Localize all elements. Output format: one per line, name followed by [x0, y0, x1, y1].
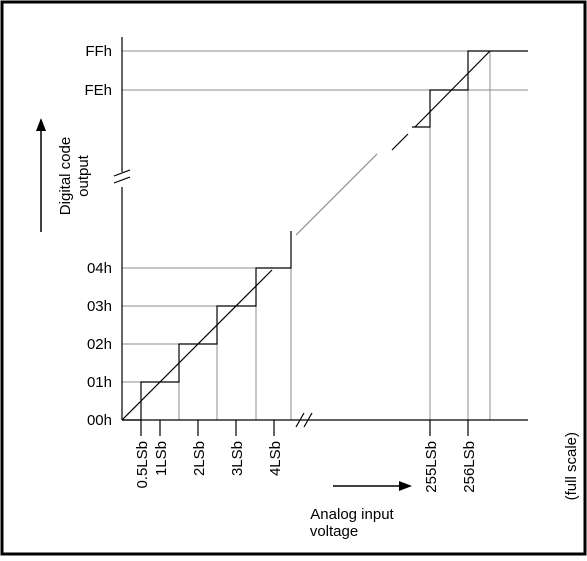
- y-axis-break-mark-2: [113, 176, 131, 184]
- staircase-upper: [412, 50, 528, 128]
- x-tick-label-1lsb: 1LSb: [153, 441, 170, 476]
- y-tick-ffh: FFh: [85, 43, 112, 60]
- y-axis-caption-line-2: output: [75, 154, 92, 197]
- y-axis-break-mark-1: [113, 169, 131, 177]
- y-tick-00h: 00h: [87, 412, 112, 429]
- y-tick-01h: 01h: [87, 374, 112, 391]
- x-axis-break-mark-2: [303, 412, 313, 428]
- ideal-line-black: [121, 50, 491, 421]
- y-axis-arrow: [36, 118, 46, 232]
- x-axis-arrow: [333, 481, 412, 491]
- ideal-line-upper: [414, 50, 491, 128]
- ideal-line-gray: [295, 153, 378, 236]
- y-axis-caption-line-1: Digital code: [57, 137, 74, 215]
- x-axis-caption-line-1: Analog input: [310, 506, 394, 523]
- y-tick-02h: 02h: [87, 336, 112, 353]
- x-tick-label-4lsb: 4LSb: [267, 441, 284, 476]
- ideal-line-middle: [295, 153, 378, 236]
- ideal-line-lower: [121, 269, 273, 421]
- x-tick-label-full-scale: (full scale): [563, 432, 580, 500]
- x-tick-labels: 0.5LSb 1LSb 2LSb 3LSb 4LSb 255LSb 256LSb…: [134, 432, 580, 500]
- transfer-staircase: [122, 50, 528, 421]
- y-tick-feh: FEh: [84, 82, 112, 99]
- x-axis: [122, 412, 528, 428]
- y-axis-caption: Digital code output: [57, 137, 92, 215]
- y-tick-04h: 04h: [87, 260, 112, 277]
- y-tick-03h: 03h: [87, 298, 112, 315]
- staircase-lower: [122, 231, 292, 421]
- x-axis-caption-line-2: voltage: [310, 523, 358, 540]
- x-tick-label-3lsb: 3LSb: [229, 441, 246, 476]
- y-axis: [113, 37, 131, 420]
- x-axis-break-mark-1: [295, 412, 305, 428]
- x-axis-caption: Analog input voltage: [310, 506, 395, 540]
- x-tick-label-255lsb: 255LSb: [423, 441, 440, 493]
- x-tick-marks: [140, 420, 469, 436]
- y-tick-labels: FFh FEh 04h 03h 02h 01h 00h: [84, 43, 112, 429]
- ideal-line-dash: [391, 133, 409, 151]
- x-tick-label-2lsb: 2LSb: [191, 441, 208, 476]
- x-tick-label-256lsb: 256LSb: [461, 441, 478, 493]
- x-tick-label-0-5lsb: 0.5LSb: [134, 441, 151, 489]
